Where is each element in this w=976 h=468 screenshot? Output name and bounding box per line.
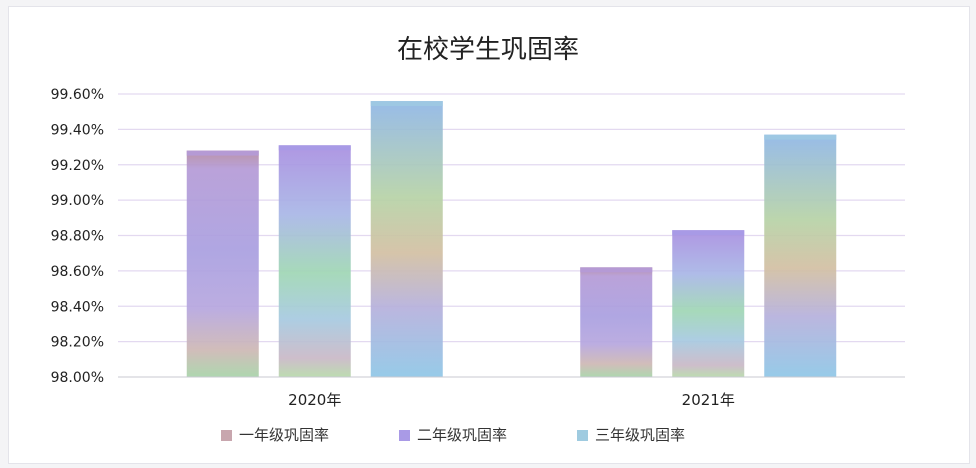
bars (186, 101, 837, 377)
bar-top-2-2 (672, 230, 745, 236)
bar-top-1-2 (580, 267, 653, 273)
bar-top-1-1 (186, 150, 259, 156)
x-axis: 2020年 2021年 (288, 391, 735, 409)
x-category-label: 2020年 (288, 391, 341, 409)
y-tick-label: 98.60% (51, 264, 104, 280)
legend: 一年级巩固率 二年级巩固率 三年级巩固率 (221, 426, 685, 444)
y-tick-label: 98.80% (51, 229, 104, 245)
x-category-label: 2021年 (682, 391, 735, 409)
y-tick-label: 99.60% (51, 87, 104, 103)
y-axis: 98.00% 98.20% 98.40% 98.60% 98.80% 99.00% 99.2… (51, 87, 104, 386)
y-tick-label: 98.40% (51, 299, 104, 315)
chart-title: 在校学生巩固率 (397, 35, 579, 65)
bar-3-1 (370, 101, 443, 377)
bar-2-1 (278, 145, 351, 377)
bar-1-2 (580, 267, 653, 377)
y-tick-label: 99.40% (51, 122, 104, 138)
bar-top-2-1 (278, 145, 351, 151)
legend-swatch (399, 430, 410, 441)
y-tick-label: 99.00% (51, 193, 104, 209)
y-tick-label: 98.00% (51, 370, 104, 386)
bar-3-2 (764, 134, 837, 377)
legend-swatch (221, 430, 232, 441)
bar-2-2 (672, 230, 745, 377)
y-tick-label: 99.20% (51, 158, 104, 174)
legend-label: 一年级巩固率 (239, 426, 329, 444)
y-tick-label: 98.20% (51, 335, 104, 351)
bar-top-3-2 (764, 134, 837, 140)
legend-label: 二年级巩固率 (417, 426, 507, 444)
legend-swatch (577, 430, 588, 441)
bar-1-1 (186, 150, 259, 377)
legend-label: 三年级巩固率 (595, 426, 685, 444)
bar-top-3-1 (370, 101, 443, 107)
